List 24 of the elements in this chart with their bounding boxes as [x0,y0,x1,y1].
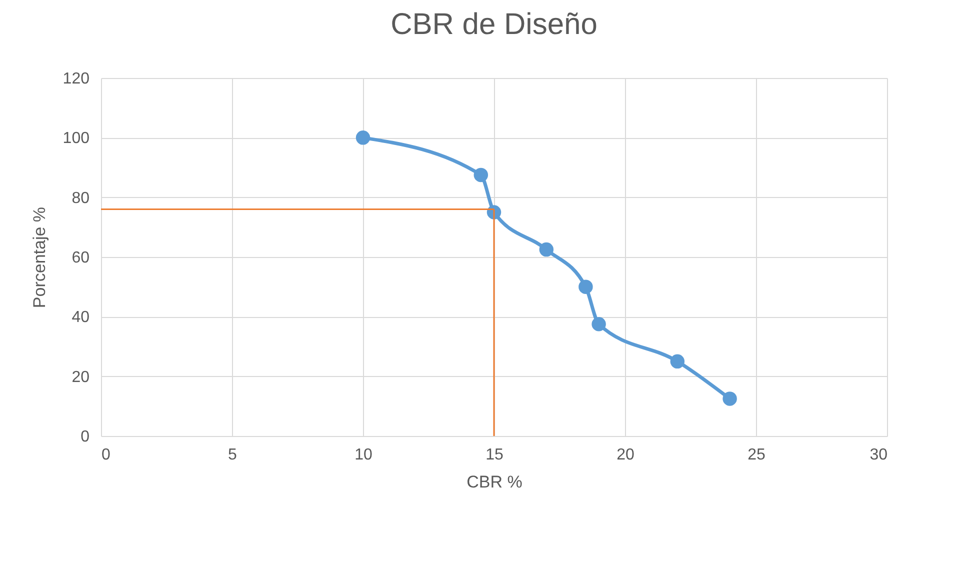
y-axis-title: Porcentaje % [30,206,49,308]
x-axis-title: CBR % [466,472,522,492]
y-tick-label: 80 [72,190,90,207]
y-tick-label: 120 [62,70,90,88]
point [592,317,606,332]
point [539,242,554,257]
y-tick-label: 100 [62,130,90,148]
x-tick-label: 15 [486,446,504,464]
chart-title: CBR de Diseño [390,8,598,41]
x-tick-label: 10 [354,446,372,464]
x-tick-label: 0 [102,446,110,464]
point [578,280,593,294]
y-tick-label: 40 [72,309,90,326]
x-tick-label: 20 [616,446,634,464]
y-tick-label: 60 [72,250,90,266]
x-tick-label: 5 [228,446,238,464]
y-tick-label: 0 [80,428,90,446]
point [474,168,488,182]
point [356,130,370,145]
point [670,354,685,369]
point [722,392,737,406]
y-tick-label: 20 [72,368,90,386]
x-tick-label: 25 [748,446,766,464]
x-tick-label: 30 [870,446,888,464]
